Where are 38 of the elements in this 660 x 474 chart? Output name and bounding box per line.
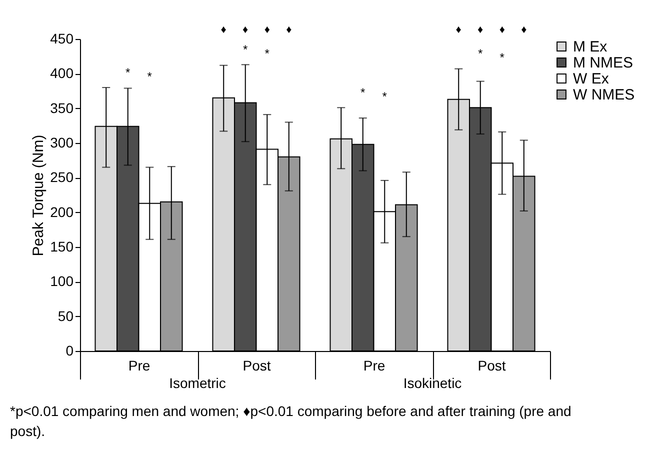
text: Isometric — [169, 375, 226, 391]
text: ♦ — [286, 24, 292, 36]
annotation: * — [264, 46, 270, 61]
x-tick-label: Pre — [363, 358, 386, 374]
annotation: * — [126, 65, 131, 80]
text: Isokinetic — [403, 375, 462, 391]
text: ♦ — [456, 24, 462, 36]
text: ♦ — [521, 24, 528, 36]
y-tick-label: 100 — [50, 273, 74, 290]
y-tick-label: 250 — [50, 169, 74, 186]
y-axis-title: Peak Torque (Nm) — [30, 134, 48, 256]
x-tick-label: Pre — [128, 358, 150, 374]
legend-label: W Ex — [573, 70, 610, 88]
legend-label: M NMES — [573, 54, 633, 72]
text: ♦ — [220, 24, 227, 36]
y-tick-label: 400 — [50, 65, 74, 82]
annotation: * — [478, 46, 484, 61]
annotation: * — [382, 90, 388, 104]
annotation: * — [500, 50, 505, 65]
text: ♦ — [499, 24, 506, 36]
y-tick-label: 150 — [50, 238, 74, 254]
x-tick-label: Post — [478, 358, 506, 374]
y-tick-label: 0 — [66, 342, 74, 358]
y-tick-label: 450 — [50, 30, 74, 46]
legend-label: M Ex — [573, 38, 608, 56]
text: ♦ — [242, 24, 249, 36]
y-tick-label: 350 — [50, 100, 74, 116]
annotation: * — [147, 69, 152, 84]
x-tick-label: Post — [242, 358, 271, 374]
annotation: * — [243, 42, 248, 56]
y-tick-label: 200 — [50, 204, 74, 220]
text: ♦ — [478, 24, 484, 36]
annotation: * — [360, 85, 366, 100]
y-tick-label: 300 — [50, 134, 74, 150]
y-tick-label: 50 — [58, 308, 74, 324]
text: *p<0.01 comparing men and women; ♦p<0.01 comparing before and after training (pre and post). — [10, 403, 572, 439]
legend-label: W NMES — [573, 86, 635, 104]
text: ♦ — [264, 24, 270, 36]
